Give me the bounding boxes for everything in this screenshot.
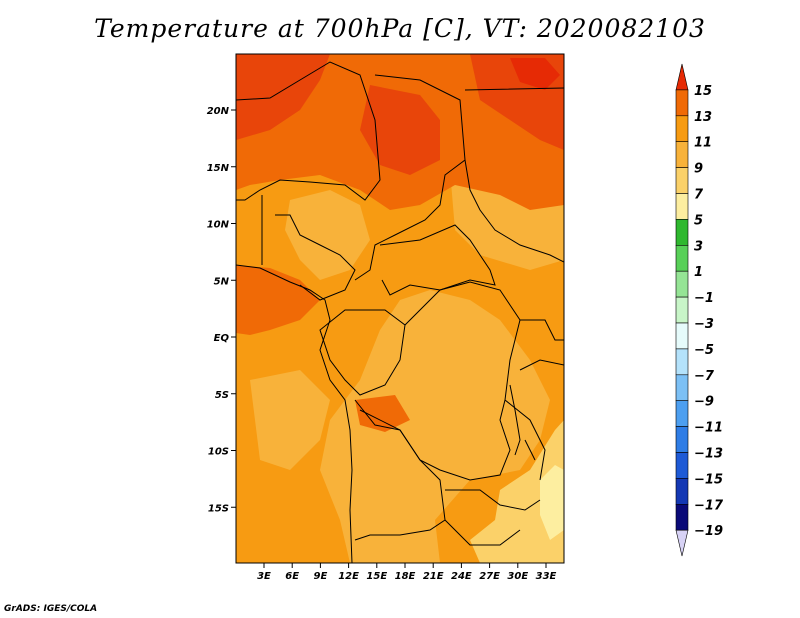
border-east — [504, 319, 564, 481]
legend-swatch — [675, 529, 689, 557]
legend-label: 15 — [694, 84, 712, 99]
legend-label: 9 — [694, 162, 703, 177]
color-legend: 15 13 11 9 7 5 3 1 −1 −3 −5 −7 −9 −11 −13 −15 −17 −19 — [675, 63, 724, 557]
border-sudan — [464, 87, 564, 263]
x-tick-label: 21E — [423, 571, 444, 582]
coastline-west — [236, 264, 353, 563]
legend-label: −13 — [694, 447, 723, 462]
legend-swatch — [675, 167, 689, 194]
legend-label: 11 — [694, 136, 712, 151]
border-congo — [319, 309, 406, 396]
field-3-5 — [540, 465, 564, 540]
legend-swatch — [675, 115, 689, 143]
legend-swatch — [675, 245, 689, 272]
legend-swatch — [675, 452, 689, 479]
legend-label: 13 — [694, 110, 712, 125]
legend-swatch — [675, 374, 689, 401]
y-tick-label: 15N — [207, 163, 230, 174]
y-tick-label: 5N — [214, 276, 230, 287]
legend-swatch — [675, 503, 689, 531]
field-7-9-patch-south — [250, 370, 330, 470]
x-tick-label: 6E — [285, 571, 299, 582]
legend-label: 7 — [694, 188, 704, 203]
x-tick-label: 24E — [451, 571, 472, 582]
legend-label: −9 — [694, 395, 714, 410]
y-tick-label: 5S — [215, 390, 229, 401]
x-tick-label: 33E — [536, 571, 557, 582]
legend-swatch — [675, 219, 689, 246]
legend-label: −19 — [694, 524, 723, 539]
legend-swatch — [675, 478, 689, 505]
x-tick-label: 18E — [395, 571, 416, 582]
border-zambia — [444, 489, 541, 546]
legend-label: −15 — [694, 472, 723, 487]
lake-tanganyika — [509, 384, 536, 461]
border-nigeria — [261, 195, 356, 301]
field-13-15-n — [360, 85, 440, 175]
legend-label: 5 — [694, 213, 703, 228]
x-tick-label: 30E — [507, 571, 528, 582]
x-axis-ticks: 3E 6E 9E 12E 15E 18E 21E 24E 27E 30E 33E — [257, 563, 557, 582]
x-tick-label: 12E — [338, 571, 359, 582]
field-13-15-nw — [236, 54, 330, 140]
y-tick-label: 10N — [207, 220, 230, 231]
legend-swatch — [675, 426, 689, 453]
legend-label: −3 — [694, 317, 714, 332]
legend-swatch — [675, 141, 689, 168]
field-11-13-patch — [355, 395, 410, 432]
map-title: Temperature at 700hPa [C], VT: 202008210… — [94, 14, 706, 43]
legend-swatch — [675, 400, 689, 427]
map-frame — [235, 53, 565, 564]
border-chad — [354, 74, 466, 281]
field-7-9-patch-north — [285, 190, 370, 280]
legend-label: −11 — [694, 421, 723, 436]
legend-label: −5 — [694, 343, 714, 358]
legend-label: 3 — [694, 239, 703, 254]
legend-label: −1 — [694, 291, 714, 306]
field-5-7 — [470, 420, 564, 563]
legend-swatch — [675, 296, 689, 324]
y-tick-label: EQ — [214, 333, 230, 344]
legend-swatch — [675, 63, 689, 91]
legend-swatch — [675, 322, 689, 350]
grads-credit: GrADS: IGES/COLA — [4, 604, 98, 614]
y-tick-label: 15S — [208, 503, 229, 514]
x-tick-label: 27E — [479, 571, 500, 582]
legend-swatch — [675, 348, 689, 376]
y-tick-label: 10S — [208, 447, 229, 458]
y-axis-ticks: 20N 15N 10N 5N EQ 5S 10S 15S — [207, 106, 236, 514]
border-car — [379, 224, 496, 296]
legend-label: −7 — [694, 369, 715, 384]
border-north — [236, 61, 381, 201]
x-tick-label: 9E — [314, 571, 328, 582]
y-tick-label: 20N — [207, 106, 230, 117]
legend-swatch — [675, 270, 689, 298]
temperature-field — [236, 54, 564, 563]
field-11-13-coast — [236, 265, 320, 335]
legend-swatch — [675, 193, 689, 220]
field-15-plus — [510, 58, 560, 90]
legend-label: −17 — [694, 498, 724, 513]
country-borders — [236, 61, 564, 563]
x-tick-label: 3E — [257, 571, 271, 582]
legend-swatch — [675, 89, 689, 117]
legend-label: 1 — [694, 265, 703, 280]
x-tick-label: 15E — [366, 571, 387, 582]
